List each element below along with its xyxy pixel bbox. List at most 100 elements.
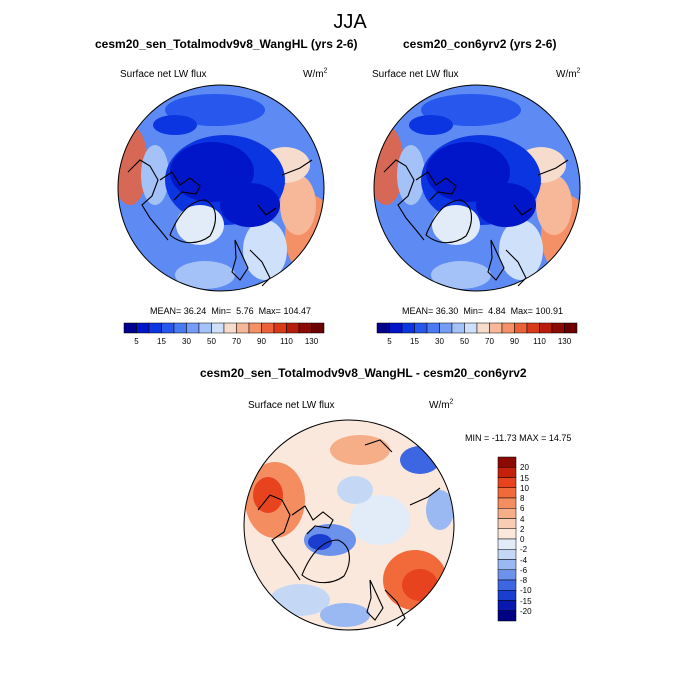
colorbar-tick-label: 5	[134, 337, 139, 346]
colorbar-swatch	[497, 497, 517, 509]
colorbar-tick-label: 130	[304, 337, 319, 346]
colorbar-swatch	[497, 559, 517, 570]
main-title: JJA	[333, 11, 367, 33]
colorbar-tick-label: 90	[257, 337, 266, 346]
colorbar-swatch	[286, 322, 300, 334]
colorbar-tick-label: 50	[460, 337, 469, 346]
colorbar-tick-label: 8	[520, 494, 525, 503]
panel1-colorbar	[123, 322, 325, 334]
colorbar-swatch	[211, 322, 225, 334]
panel2-map-border	[373, 84, 581, 292]
colorbar-swatch	[223, 322, 237, 334]
colorbar-swatch	[261, 322, 275, 334]
colorbar-tick-label: 110	[533, 337, 546, 346]
colorbar-swatch	[501, 322, 515, 334]
colorbar-tick-label: 50	[207, 337, 216, 346]
panel2-colorbar	[376, 322, 578, 334]
colorbar-swatch	[136, 322, 150, 334]
colorbar-swatch	[539, 322, 553, 334]
colorbar-tick-label: 4	[520, 514, 525, 524]
colorbar-tick-label: 30	[435, 337, 444, 346]
colorbar-swatch	[497, 549, 517, 560]
colorbar-swatch	[401, 322, 415, 334]
colorbar-tick-label: -10	[520, 586, 532, 596]
colorbar-tick-label: 130	[557, 337, 572, 346]
colorbar-swatch	[161, 322, 175, 334]
colorbar-swatch	[148, 322, 162, 334]
colorbar-tick-label: 0	[520, 535, 525, 544]
colorbar-tick-label: 15	[520, 473, 529, 483]
colorbar-swatch	[236, 322, 250, 334]
colorbar-tick-label: 110	[280, 337, 293, 346]
colorbar-swatch	[273, 322, 287, 334]
colorbar-swatch	[198, 322, 212, 334]
colorbar-tick-label: 15	[157, 337, 166, 346]
colorbar-swatch	[497, 518, 517, 529]
colorbar-swatch	[476, 322, 490, 334]
colorbar-tick-label: 2	[520, 524, 525, 534]
colorbar-swatch	[248, 322, 262, 334]
colorbar-tick-label: 70	[485, 337, 494, 346]
colorbar-swatch	[497, 610, 517, 622]
colorbar-swatch	[497, 467, 517, 478]
colorbar-tick-label: 10	[520, 483, 529, 493]
colorbar-swatch	[389, 322, 403, 334]
colorbar-tick-label: -4	[520, 555, 528, 565]
colorbar-tick-label: 70	[232, 337, 241, 346]
colorbar-swatch	[497, 590, 517, 601]
colorbar-swatch	[497, 487, 517, 499]
colorbar-swatch	[514, 322, 528, 334]
colorbar-swatch	[497, 579, 517, 591]
colorbar-swatch	[497, 528, 517, 540]
colorbar-tick-label: -8	[520, 576, 528, 585]
panel1-map	[118, 85, 324, 291]
colorbar-swatch	[497, 508, 517, 519]
colorbar-swatch	[526, 322, 540, 334]
diff-variable: Surface net LW flux	[248, 400, 335, 411]
colorbar-tick-label: -6	[520, 565, 528, 575]
panel1-units: W/m2	[303, 67, 328, 80]
colorbar-swatch	[497, 600, 517, 611]
panel2-coastlines	[383, 159, 569, 287]
colorbar-tick-label: 90	[510, 337, 519, 346]
colorbar-tick-label: -2	[520, 545, 528, 555]
colorbar-tick-label: 6	[520, 504, 525, 514]
colorbar-swatch	[497, 477, 517, 488]
colorbar-swatch	[497, 569, 517, 581]
colorbar-swatch	[439, 322, 453, 334]
panel2-stats: MEAN= 36.30 Min= 4.84 Max= 100.91	[402, 306, 563, 316]
colorbar-swatch	[551, 322, 565, 334]
diff-units: W/m2	[429, 398, 454, 411]
colorbar-swatch	[464, 322, 478, 334]
diff-map	[244, 420, 454, 630]
diff-colorbar	[497, 456, 517, 622]
diff-coastlines	[257, 439, 441, 627]
colorbar-swatch	[414, 322, 428, 334]
panel2-map	[374, 85, 580, 291]
colorbar-swatch	[497, 456, 517, 468]
diff-map-border	[243, 419, 455, 631]
colorbar-swatch	[489, 322, 503, 334]
diff-title: cesm20_sen_Totalmodv9v8_WangHL - cesm20_…	[200, 366, 527, 380]
colorbar-swatch	[564, 322, 578, 334]
colorbar-tick-label: 20	[520, 463, 529, 473]
panel1-coastlines	[127, 159, 313, 287]
panel1-stats: MEAN= 36.24 Min= 5.76 Max= 104.47	[150, 306, 311, 316]
colorbar-swatch	[123, 322, 137, 334]
colorbar-swatch	[376, 322, 390, 334]
panel1-variable: Surface net LW flux	[120, 69, 207, 80]
colorbar-tick-label: 30	[182, 337, 191, 346]
colorbar-swatch	[298, 322, 312, 334]
diff-range: MIN = -11.73 MAX = 14.75	[465, 433, 572, 443]
colorbar-swatch	[173, 322, 187, 334]
panel2-variable: Surface net LW flux	[372, 69, 459, 80]
panel1-map-border	[117, 84, 325, 292]
colorbar-tick-label: -20	[520, 606, 532, 616]
colorbar-tick-label: -15	[520, 596, 532, 606]
panel1-title: cesm20_sen_Totalmodv9v8_WangHL (yrs 2-6)	[95, 37, 358, 51]
panel2-title: cesm20_con6yrv2 (yrs 2-6)	[403, 37, 557, 51]
colorbar-swatch	[497, 538, 517, 550]
colorbar-tick-label: 5	[387, 337, 392, 346]
